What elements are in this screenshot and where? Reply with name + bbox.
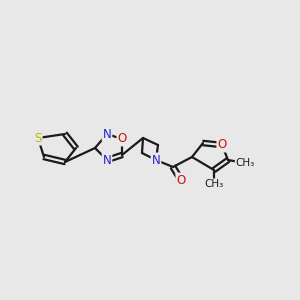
Text: S: S <box>34 131 42 145</box>
Text: N: N <box>103 128 111 140</box>
Text: N: N <box>103 154 111 166</box>
Text: O: O <box>218 139 226 152</box>
Text: CH₃: CH₃ <box>204 179 224 189</box>
Text: CH₃: CH₃ <box>236 158 255 168</box>
Text: O: O <box>117 133 127 146</box>
Text: N: N <box>152 154 160 166</box>
Text: O: O <box>176 173 186 187</box>
